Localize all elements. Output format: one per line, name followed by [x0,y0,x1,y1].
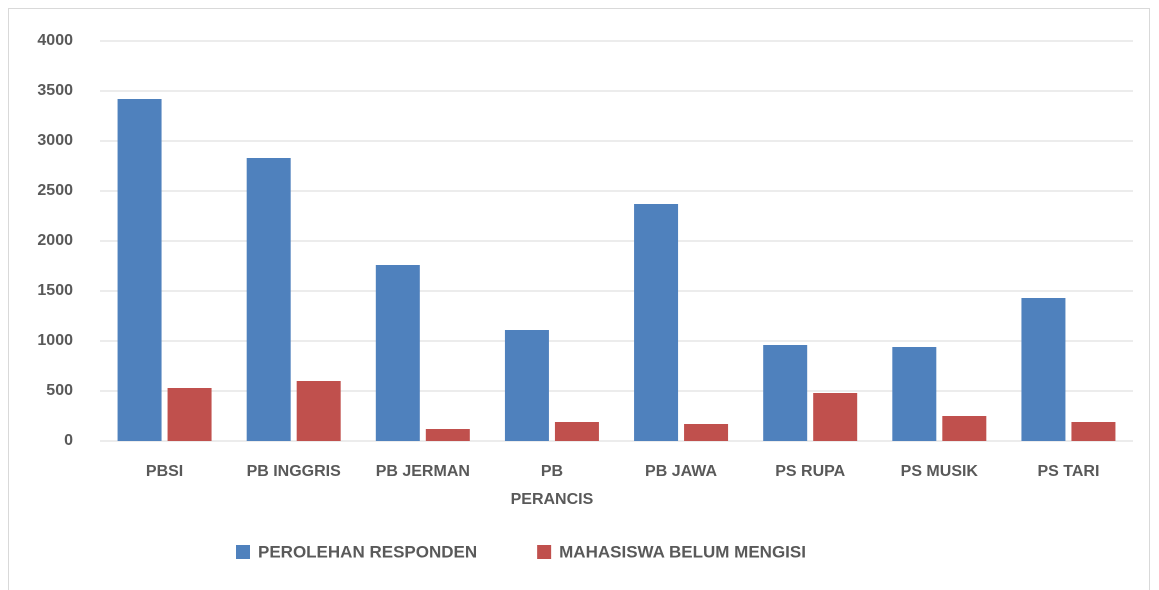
x-tick-label: PB INGGRIS [247,463,342,480]
bar [375,265,420,441]
bar [425,429,470,441]
bar [942,416,987,441]
bar [1021,298,1066,441]
x-tick-label: PB JAWA [645,463,717,480]
y-tick-label: 3000 [37,132,73,149]
y-tick-label: 3500 [37,82,73,99]
legend-label: MAHASISWA BELUM MENGISI [559,542,806,561]
y-tick-label: 0 [64,432,73,449]
bar [1071,422,1116,441]
legend-swatch [236,545,250,559]
bar [504,330,549,441]
chart-frame [8,8,1150,590]
y-tick-label: 1500 [37,282,73,299]
x-tick-label: PBSI [146,463,183,480]
bar [167,388,212,441]
bar [684,424,729,441]
x-tick-label: PS TARI [1037,463,1099,480]
x-tick-label: PS RUPA [775,463,845,480]
bar [554,422,599,441]
x-tick-label: PS MUSIK [901,463,979,480]
legend-label: PEROLEHAN RESPONDEN [258,542,477,561]
x-tick-label: PB JERMAN [376,463,470,480]
x-tick-label: PB PERANCIS [511,463,594,508]
bar [813,393,858,441]
bar [117,99,162,441]
bar [296,381,341,441]
y-tick-label: 1000 [37,332,73,349]
y-tick-label: 2000 [37,232,73,249]
bar [634,204,679,441]
y-tick-label: 500 [46,382,73,399]
bar [763,345,808,441]
y-tick-label: 2500 [37,182,73,199]
bar [246,158,291,441]
legend-swatch [537,545,552,559]
y-tick-label: 4000 [37,32,73,49]
bar [892,347,937,441]
